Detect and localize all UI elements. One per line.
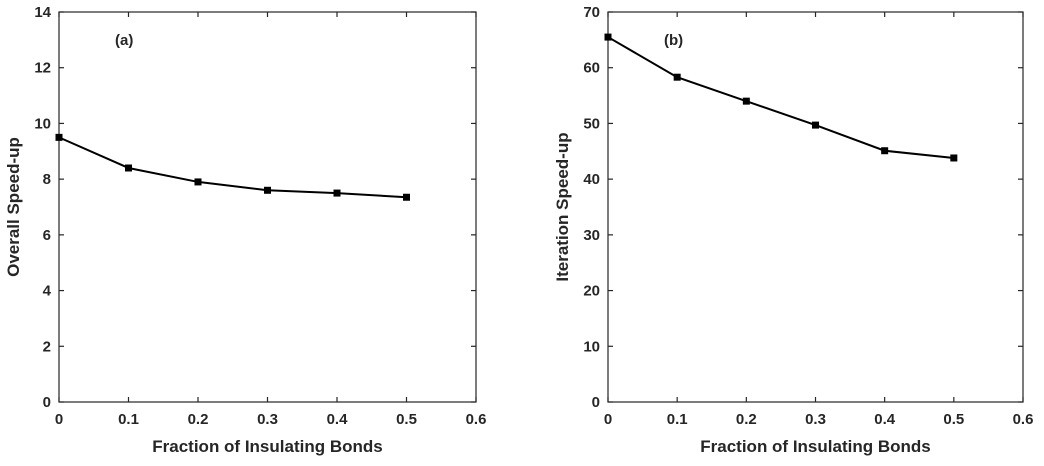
x-tick-label: 0 [604,411,612,428]
y-tick-label: 14 [34,4,51,21]
data-point-marker [333,189,341,197]
x-tick-label: 0 [55,411,63,428]
y-tick-label: 10 [583,338,600,355]
x-axis-label: Fraction of Insulating Bonds [152,437,382,456]
x-tick-label: 0.2 [188,411,209,428]
panel-label: (a) [115,32,133,49]
data-point-marker [881,147,889,155]
x-tick-label: 0.3 [805,411,826,428]
data-point-marker [812,121,819,129]
data-point-marker [604,33,612,41]
y-tick-label: 40 [583,171,600,188]
x-axis-label: Fraction of Insulating Bonds [700,437,930,456]
y-axis-label: Overall Speed-up [4,137,23,277]
x-tick-label: 0.4 [874,411,896,428]
x-tick-label: 0.1 [118,411,139,428]
y-tick-label: 60 [583,60,600,77]
series-line [607,36,954,159]
series-line [58,136,407,199]
data-point-marker [950,154,958,162]
y-tick-label: 8 [43,171,51,188]
axes-box [607,11,1024,403]
data-point-marker [742,97,750,105]
x-tick-label: 0.2 [736,411,757,428]
x-tick-label: 0.5 [943,411,964,428]
y-tick-label: 0 [592,394,600,411]
panel-label: (b) [664,32,683,49]
chart-panel-a: 0 0.1 0.2 0.3 0.4 0.5 0.6 0 2 4 6 8 10 12 14 Fraction o… [4,4,486,456]
y-tick-label: 0 [43,394,51,411]
data-point-marker [264,186,271,194]
y-tick-label: 6 [43,227,51,244]
axes-box [58,11,477,403]
x-tick-label: 0.3 [257,411,278,428]
y-tick-label: 2 [43,338,51,355]
data-point-marker [403,193,410,201]
data-point-marker [125,164,132,172]
y-tick-label: 20 [583,283,600,300]
data-point-marker [194,178,202,186]
x-tick-label: 0.1 [667,411,688,428]
x-tick-label: 0.4 [327,411,349,428]
y-tick-label: 4 [43,283,52,300]
chart-panel-b: 0 0.1 0.2 0.3 0.4 0.5 0.6 0 10 20 30 40 50 60 70 Fracti… [553,4,1033,456]
x-tick-label: 0.6 [466,411,487,428]
y-tick-label: 12 [34,60,51,77]
y-tick-label: 70 [583,4,600,21]
y-tick-label: 10 [34,115,51,132]
x-tick-label: 0.6 [1013,411,1034,428]
y-tick-label: 50 [583,115,600,132]
data-point-marker [55,133,63,141]
y-tick-label: 30 [583,227,600,244]
y-axis-label: Iteration Speed-up [553,132,572,281]
x-tick-label: 0.5 [396,411,417,428]
data-point-marker [673,73,681,81]
